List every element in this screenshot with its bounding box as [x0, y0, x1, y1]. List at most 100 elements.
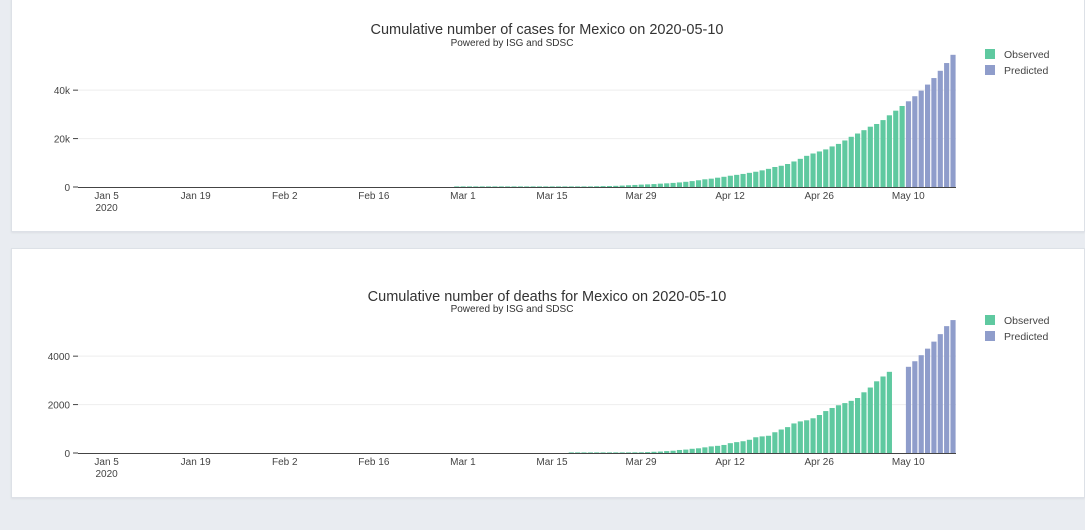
predicted-bar[interactable] [905, 366, 912, 453]
observed-bar[interactable] [855, 133, 861, 187]
observed-bar[interactable] [861, 392, 867, 453]
observed-bar[interactable] [645, 452, 651, 453]
observed-bar[interactable] [695, 448, 702, 453]
predicted-bar[interactable] [937, 70, 943, 187]
observed-bar[interactable] [645, 184, 651, 187]
observed-bar[interactable] [867, 387, 873, 453]
observed-bar[interactable] [676, 182, 683, 187]
observed-bar[interactable] [606, 452, 613, 453]
observed-bar[interactable] [466, 186, 473, 187]
predicted-bar[interactable] [931, 341, 937, 453]
observed-bar[interactable] [797, 421, 803, 453]
observed-legend-label[interactable]: Observed [1004, 49, 1050, 61]
observed-bar[interactable] [562, 186, 568, 187]
observed-bar[interactable] [498, 186, 504, 187]
observed-bar[interactable] [511, 186, 517, 187]
observed-bar[interactable] [587, 452, 593, 453]
observed-bar[interactable] [683, 181, 689, 187]
observed-bar[interactable] [695, 180, 702, 187]
observed-bar[interactable] [613, 452, 619, 453]
observed-bar[interactable] [778, 429, 784, 453]
observed-bar[interactable] [746, 172, 752, 187]
observed-bar[interactable] [842, 403, 848, 453]
observed-bar[interactable] [683, 449, 689, 453]
observed-bar[interactable] [835, 405, 842, 453]
observed-legend-swatch[interactable] [985, 315, 995, 325]
observed-bar[interactable] [543, 186, 549, 187]
observed-bar[interactable] [594, 186, 600, 187]
observed-bar[interactable] [689, 448, 695, 453]
observed-bar[interactable] [740, 441, 746, 453]
observed-bar[interactable] [479, 186, 485, 187]
observed-bar[interactable] [734, 174, 740, 187]
observed-bar[interactable] [721, 176, 727, 187]
observed-bar[interactable] [702, 179, 708, 187]
observed-bar[interactable] [638, 184, 644, 187]
observed-bar[interactable] [810, 153, 816, 187]
observed-bar[interactable] [823, 149, 829, 187]
observed-bar[interactable] [778, 165, 784, 187]
observed-bar[interactable] [581, 452, 587, 453]
observed-bar[interactable] [715, 445, 721, 453]
predicted-legend-label[interactable]: Predicted [1004, 331, 1049, 343]
observed-bar[interactable] [715, 177, 721, 187]
observed-bar[interactable] [517, 186, 523, 187]
observed-bar[interactable] [753, 171, 759, 187]
predicted-bar[interactable] [918, 355, 924, 453]
observed-legend-swatch[interactable] [985, 49, 995, 59]
observed-bar[interactable] [734, 442, 740, 453]
predicted-bar[interactable] [944, 63, 950, 187]
observed-bar[interactable] [874, 123, 880, 187]
observed-bar[interactable] [708, 446, 714, 453]
observed-bar[interactable] [886, 371, 892, 453]
observed-bar[interactable] [664, 183, 670, 187]
observed-bar[interactable] [632, 452, 638, 453]
observed-bar[interactable] [568, 452, 574, 453]
observed-bar[interactable] [785, 164, 791, 187]
observed-bar[interactable] [581, 186, 587, 187]
observed-bar[interactable] [657, 451, 663, 453]
observed-legend-label[interactable]: Observed [1004, 315, 1050, 327]
observed-bar[interactable] [651, 184, 657, 187]
observed-bar[interactable] [568, 186, 574, 187]
observed-bar[interactable] [619, 452, 625, 453]
observed-bar[interactable] [835, 143, 842, 187]
observed-bar[interactable] [708, 178, 714, 187]
observed-bar[interactable] [600, 452, 606, 453]
observed-bar[interactable] [702, 447, 708, 453]
observed-bar[interactable] [880, 120, 886, 187]
observed-bar[interactable] [855, 398, 861, 453]
observed-bar[interactable] [460, 186, 466, 187]
observed-bar[interactable] [651, 451, 657, 453]
observed-bar[interactable] [670, 450, 676, 453]
observed-bar[interactable] [657, 183, 663, 187]
predicted-legend-label[interactable]: Predicted [1004, 65, 1049, 77]
observed-bar[interactable] [530, 186, 536, 187]
observed-bar[interactable] [810, 418, 816, 453]
observed-bar[interactable] [893, 110, 899, 187]
observed-bar[interactable] [765, 168, 772, 187]
observed-bar[interactable] [829, 407, 835, 453]
observed-bar[interactable] [772, 167, 778, 187]
observed-bar[interactable] [848, 400, 854, 453]
observed-bar[interactable] [823, 411, 829, 453]
observed-bar[interactable] [797, 158, 803, 187]
observed-bar[interactable] [721, 444, 727, 453]
observed-bar[interactable] [600, 186, 606, 187]
observed-bar[interactable] [867, 126, 873, 187]
observed-bar[interactable] [625, 185, 632, 187]
observed-bar[interactable] [899, 105, 905, 187]
observed-bar[interactable] [632, 184, 638, 187]
observed-bar[interactable] [555, 186, 562, 187]
predicted-bar[interactable] [950, 320, 956, 453]
predicted-bar[interactable] [924, 348, 931, 453]
observed-bar[interactable] [485, 186, 492, 187]
observed-bar[interactable] [524, 186, 530, 187]
observed-bar[interactable] [664, 451, 670, 453]
observed-bar[interactable] [638, 452, 644, 453]
observed-bar[interactable] [842, 140, 848, 187]
observed-bar[interactable] [791, 423, 797, 453]
predicted-bar[interactable] [924, 84, 931, 187]
observed-bar[interactable] [505, 186, 511, 187]
observed-bar[interactable] [746, 439, 752, 453]
